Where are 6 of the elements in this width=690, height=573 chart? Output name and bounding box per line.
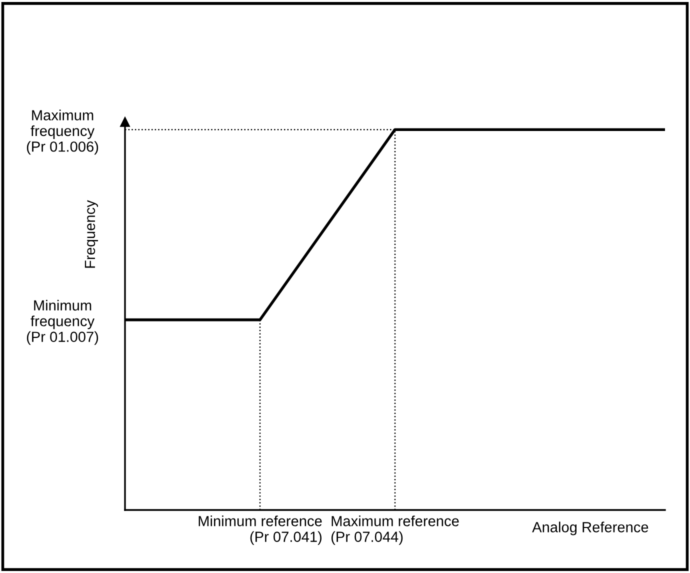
x-tick-label: Maximum reference (Pr 07.044): [331, 516, 459, 545]
text: Maximum frequency (Pr 01.006): [26, 110, 98, 155]
y-axis-title: Frequency: [84, 200, 98, 268]
x-tick-label: Minimum reference (Pr 07.041): [198, 516, 322, 545]
text: Minimum frequency (Pr 01.007): [26, 300, 98, 345]
x-axis-title: Analog Reference: [532, 522, 648, 536]
